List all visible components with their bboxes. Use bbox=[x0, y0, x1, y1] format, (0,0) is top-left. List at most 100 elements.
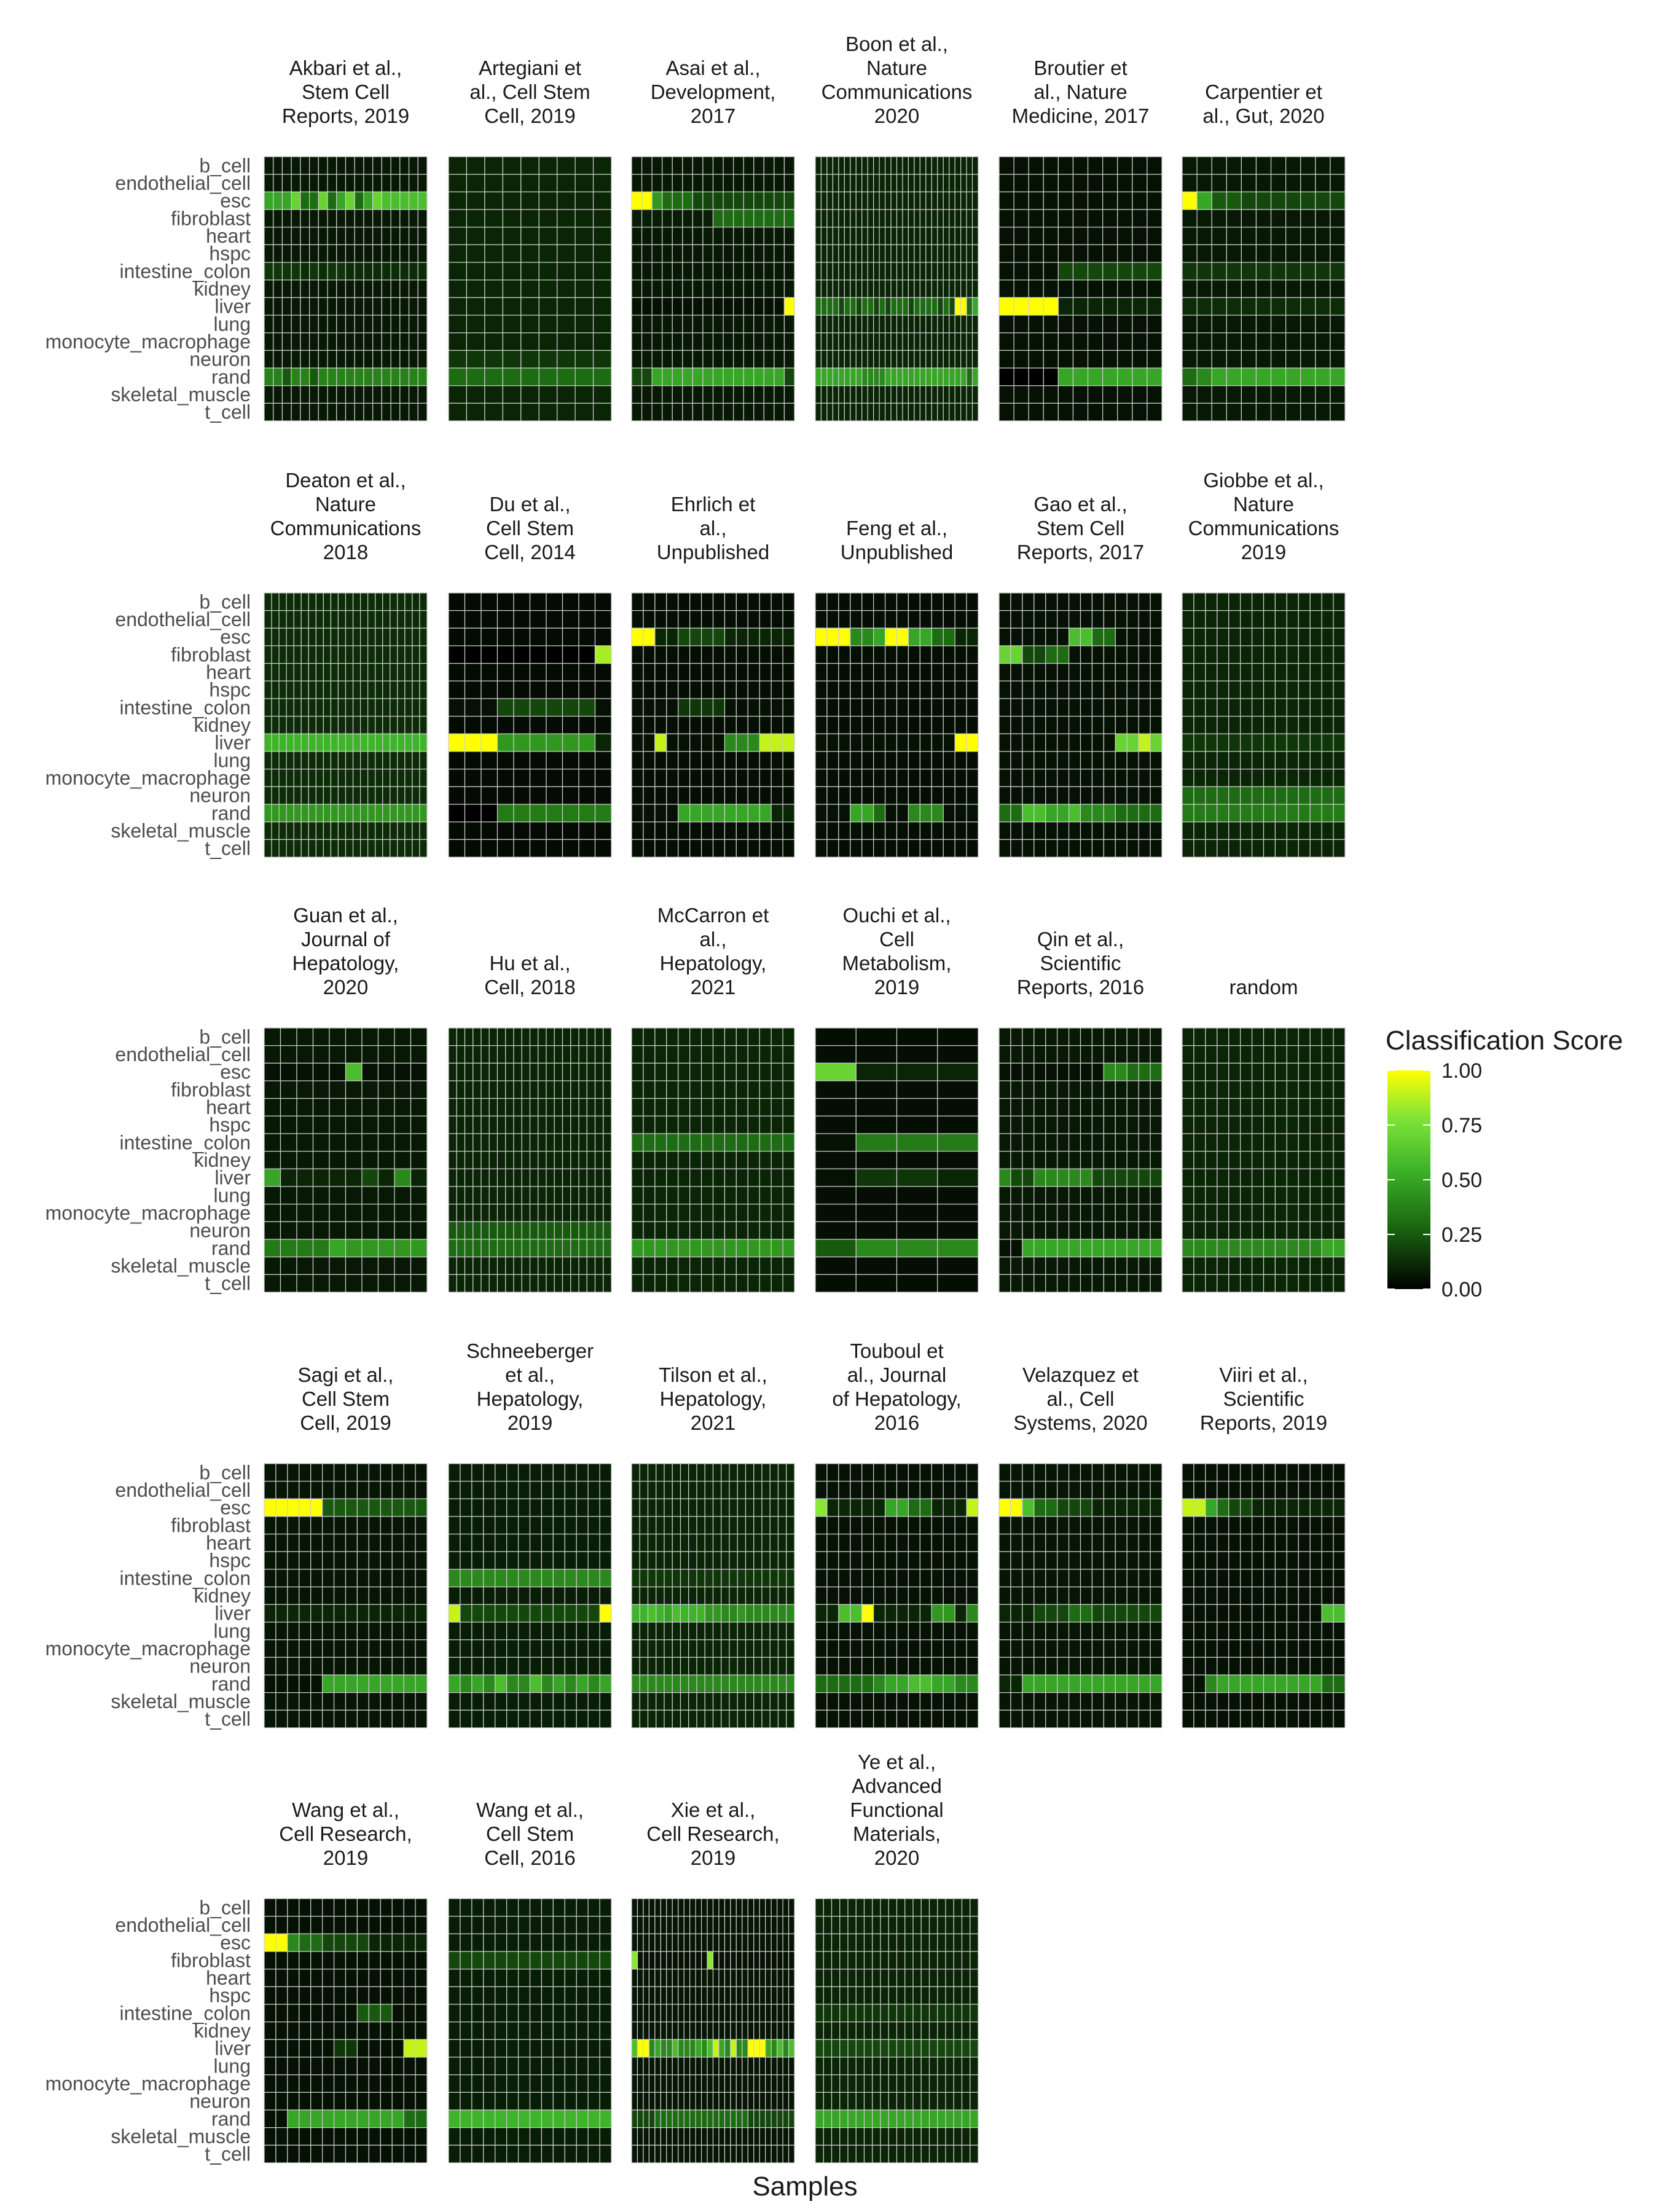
heatmap-cell bbox=[502, 227, 522, 245]
heatmap-cell bbox=[832, 227, 839, 245]
heatmap-cell bbox=[1298, 1204, 1311, 1222]
heatmap-cell bbox=[672, 209, 683, 228]
heatmap-cell bbox=[1309, 592, 1322, 611]
heatmap-cell bbox=[483, 1657, 496, 1676]
heatmap-cell bbox=[737, 1498, 747, 1517]
heatmap-cell bbox=[273, 262, 283, 281]
heatmap-cell bbox=[337, 839, 347, 858]
heatmap-cell bbox=[902, 156, 909, 175]
heatmap-cell bbox=[372, 156, 382, 175]
heatmap-cell bbox=[1057, 786, 1070, 805]
heatmap-cell bbox=[300, 698, 309, 717]
heatmap-cell bbox=[345, 1569, 358, 1588]
heatmap-cell bbox=[471, 1516, 484, 1535]
heatmap-cell bbox=[631, 1115, 644, 1134]
heatmap-cell bbox=[1080, 1151, 1093, 1169]
heatmap-cell bbox=[1138, 1498, 1151, 1517]
heatmap-cell bbox=[832, 332, 839, 351]
heatmap-cell bbox=[753, 1622, 763, 1641]
heatmap-cell bbox=[1251, 716, 1265, 734]
heatmap-cell bbox=[867, 227, 874, 245]
heatmap-cell bbox=[1240, 592, 1253, 611]
heatmap-cell bbox=[329, 1080, 347, 1099]
heatmap-cell bbox=[896, 1027, 938, 1046]
row-label: hspc bbox=[209, 243, 251, 265]
heatmap-cell bbox=[861, 385, 868, 404]
heatmap-cell bbox=[1010, 822, 1023, 840]
heatmap-cell bbox=[643, 716, 656, 734]
heatmap-cell bbox=[631, 839, 644, 858]
heatmap-cell bbox=[1263, 645, 1276, 664]
heatmap-cell bbox=[312, 1221, 330, 1240]
heatmap-cell bbox=[1217, 1062, 1230, 1081]
heatmap-cell bbox=[562, 1115, 571, 1134]
heatmap-cell bbox=[908, 385, 915, 404]
heatmap-cell bbox=[631, 315, 643, 334]
heatmap-cell bbox=[1205, 1274, 1218, 1293]
heatmap-cell bbox=[564, 1604, 577, 1623]
heatmap-cell bbox=[570, 1080, 579, 1099]
heatmap-cell bbox=[1138, 1080, 1151, 1099]
heatmap-cell bbox=[513, 839, 531, 858]
heatmap-cell bbox=[1251, 1168, 1265, 1187]
heatmap-cell bbox=[546, 645, 563, 664]
heatmap-cell bbox=[599, 1498, 612, 1517]
heatmap-cell bbox=[1205, 698, 1218, 717]
heatmap-cell bbox=[666, 1151, 679, 1169]
heatmap-cell bbox=[753, 1463, 763, 1482]
heatmap-cell bbox=[264, 1186, 281, 1205]
heatmap-cell bbox=[1226, 156, 1242, 175]
heatmap-cell bbox=[562, 1168, 571, 1187]
heatmap-cell bbox=[896, 1481, 909, 1499]
heatmap-cell bbox=[753, 244, 764, 263]
heatmap-cell bbox=[1115, 1045, 1128, 1064]
heatmap-cell bbox=[1126, 1221, 1139, 1240]
heatmap-cell bbox=[656, 1551, 665, 1570]
heatmap-cell bbox=[345, 191, 355, 210]
heatmap-cell bbox=[838, 839, 851, 858]
heatmap-cell bbox=[943, 1586, 955, 1605]
heatmap-cell bbox=[552, 1622, 565, 1641]
heatmap-cell bbox=[737, 1534, 747, 1552]
heatmap-cell bbox=[312, 1045, 330, 1064]
heatmap-cell bbox=[826, 645, 839, 664]
heatmap-cell bbox=[949, 156, 955, 175]
heatmap-cell bbox=[919, 244, 927, 263]
heatmap-cell bbox=[1080, 1239, 1093, 1258]
heatmap-cell bbox=[826, 1481, 839, 1499]
heatmap-cell bbox=[631, 209, 643, 228]
heatmap-cell bbox=[1147, 156, 1163, 175]
heatmap-cell bbox=[541, 1622, 554, 1641]
heatmap-cell bbox=[521, 1257, 531, 1275]
heatmap-cell bbox=[1126, 839, 1139, 858]
heatmap-cell bbox=[783, 385, 795, 404]
heatmap-cell bbox=[594, 751, 612, 770]
heatmap-cell bbox=[291, 367, 301, 386]
heatmap-cell bbox=[971, 156, 979, 175]
heatmap-cell bbox=[1022, 645, 1035, 664]
heatmap-cell bbox=[783, 332, 795, 351]
heatmap-cell bbox=[896, 1534, 909, 1552]
heatmap-cell bbox=[712, 1221, 726, 1240]
heatmap-cell bbox=[861, 839, 874, 858]
heatmap-cell bbox=[651, 244, 663, 263]
heatmap-cell bbox=[464, 804, 482, 823]
heatmap-cell bbox=[1274, 1151, 1287, 1169]
heatmap-cell bbox=[712, 1098, 726, 1116]
heatmap-cell bbox=[724, 1098, 737, 1116]
heatmap-cell bbox=[631, 402, 643, 422]
heatmap-cell bbox=[971, 174, 979, 192]
heatmap-cell bbox=[538, 1204, 547, 1222]
heatmap-cell bbox=[404, 698, 413, 717]
heatmap-cell bbox=[919, 402, 927, 422]
heatmap-cell bbox=[943, 209, 950, 228]
heatmap-cell bbox=[1321, 751, 1334, 770]
heatmap-cell bbox=[753, 280, 764, 298]
heatmap-cell bbox=[966, 1534, 979, 1552]
heatmap-cell bbox=[278, 592, 287, 611]
heatmap-cell bbox=[1010, 1498, 1023, 1517]
row-label: heart bbox=[206, 661, 251, 683]
heatmap-cell bbox=[666, 627, 679, 646]
heatmap-cell bbox=[1182, 822, 1194, 840]
heatmap-cell bbox=[1091, 716, 1104, 734]
